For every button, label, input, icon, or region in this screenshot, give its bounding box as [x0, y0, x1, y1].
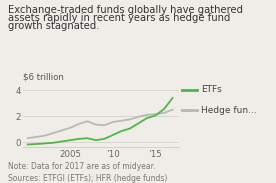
Text: Note: Data for 2017 are as of midyear.
Sources: ETFGI (ETFs); HFR (hedge funds): Note: Data for 2017 are as of midyear. S… — [8, 162, 168, 183]
Text: assets rapidly in recent years as hedge fund: assets rapidly in recent years as hedge … — [8, 13, 231, 23]
Text: growth stagnated.: growth stagnated. — [8, 21, 100, 31]
Text: $6 trillion: $6 trillion — [23, 72, 64, 81]
Text: Exchange-traded funds globally have gathered: Exchange-traded funds globally have gath… — [8, 5, 243, 15]
Text: Hedge fun...: Hedge fun... — [201, 106, 257, 115]
Text: ETFs: ETFs — [201, 85, 222, 94]
